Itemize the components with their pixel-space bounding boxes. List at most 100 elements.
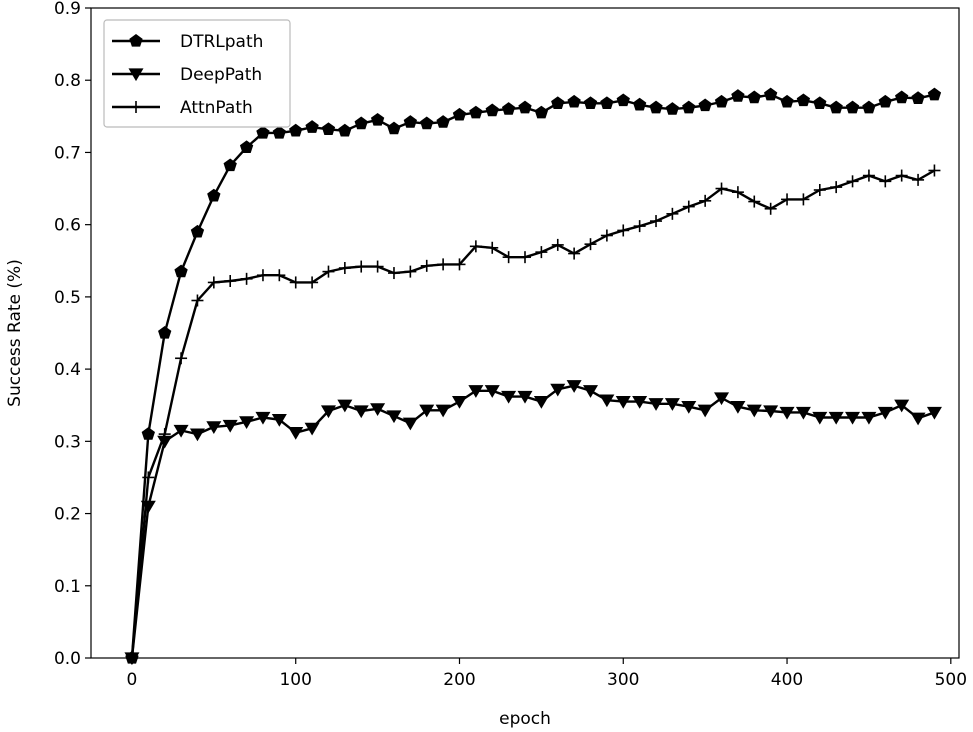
data-point — [519, 251, 531, 264]
data-point — [846, 175, 859, 188]
series-deeppath — [124, 380, 942, 666]
legend-item: DTRLpath — [112, 32, 263, 52]
data-point — [158, 428, 171, 441]
x-tick-label: 0 — [127, 670, 138, 690]
data-point — [453, 258, 466, 271]
legend-marker — [129, 34, 143, 47]
y-tick-label: 0.0 — [54, 649, 81, 669]
data-point — [223, 158, 237, 172]
data-point — [812, 411, 828, 425]
data-point — [190, 224, 205, 238]
data-point — [714, 392, 730, 406]
data-point — [730, 401, 746, 414]
legend: DTRLpath DeepPath AttnPath — [103, 19, 291, 128]
data-point — [174, 264, 188, 278]
y-tick-label: 0.4 — [54, 360, 81, 380]
data-point — [797, 193, 810, 206]
data-point — [320, 405, 336, 419]
data-point — [485, 103, 499, 117]
data-point — [469, 105, 483, 119]
y-tick-label: 0.7 — [54, 143, 81, 163]
data-point — [600, 229, 613, 242]
data-point — [731, 89, 745, 102]
data-point — [583, 96, 598, 109]
data-point — [697, 404, 713, 418]
legend-item: AttnPath — [112, 98, 253, 118]
y-tick-label: 0.9 — [54, 0, 81, 19]
data-point — [518, 100, 532, 114]
data-point — [731, 186, 744, 199]
data-point — [845, 411, 861, 425]
data-point — [715, 182, 728, 195]
data-point — [567, 94, 581, 108]
x-axis: 0 100 200 300 400 500 — [127, 658, 967, 690]
data-point — [813, 96, 827, 109]
data-point — [304, 422, 320, 436]
data-point — [140, 500, 156, 514]
data-point — [469, 240, 482, 253]
data-point — [452, 107, 467, 121]
data-point — [437, 258, 450, 271]
data-point — [910, 412, 926, 426]
data-point — [255, 411, 271, 425]
data-point — [682, 100, 696, 114]
x-axis-label: epoch — [499, 709, 551, 729]
data-point — [288, 427, 304, 440]
data-point — [207, 276, 220, 289]
data-point — [666, 207, 679, 220]
y-tick-label: 0.2 — [54, 505, 81, 525]
data-point — [305, 120, 319, 133]
data-point — [189, 428, 205, 442]
data-point — [681, 401, 697, 414]
data-point — [845, 100, 860, 114]
data-point — [273, 269, 286, 282]
data-point — [911, 91, 925, 104]
data-point — [240, 272, 253, 285]
data-point — [861, 411, 877, 425]
y-axis: 0.0 0.1 0.2 0.3 0.4 0.5 0.6 0.7 0.8 0.9 — [54, 0, 91, 669]
data-point — [175, 352, 188, 365]
data-point — [535, 246, 548, 259]
data-point — [828, 411, 844, 425]
y-tick-label: 0.6 — [54, 216, 81, 236]
series-layer — [124, 87, 942, 666]
data-point — [142, 471, 155, 484]
data-point — [517, 390, 533, 404]
data-point — [615, 395, 631, 409]
data-point — [338, 123, 352, 137]
data-point — [699, 194, 712, 207]
data-point — [404, 265, 417, 278]
data-point — [698, 98, 712, 112]
data-point — [501, 102, 516, 115]
data-point — [206, 421, 222, 435]
data-point — [322, 265, 335, 278]
data-point — [125, 652, 138, 664]
data-point — [665, 102, 680, 115]
data-point — [354, 116, 368, 130]
legend-item: DeepPath — [112, 65, 262, 85]
data-point — [862, 169, 875, 182]
data-point — [141, 427, 155, 440]
data-point — [338, 262, 351, 274]
legend-marker — [130, 101, 142, 113]
data-point — [224, 275, 237, 287]
data-point — [682, 200, 695, 213]
legend-label: AttnPath — [180, 98, 253, 118]
data-point — [484, 385, 500, 398]
data-point — [551, 96, 565, 109]
data-point — [403, 115, 418, 128]
x-tick-label: 300 — [607, 670, 639, 690]
data-point — [927, 87, 942, 101]
data-point — [781, 193, 794, 206]
data-point — [157, 435, 173, 449]
data-point — [289, 123, 303, 137]
x-tick-label: 500 — [935, 670, 967, 690]
legend-items: DTRLpath DeepPath AttnPath — [112, 32, 263, 118]
x-tick-label: 400 — [771, 670, 803, 690]
data-point — [764, 87, 778, 101]
data-point — [616, 93, 630, 107]
x-tick-label: 200 — [443, 670, 475, 690]
data-point — [584, 238, 597, 251]
data-point — [239, 140, 254, 154]
